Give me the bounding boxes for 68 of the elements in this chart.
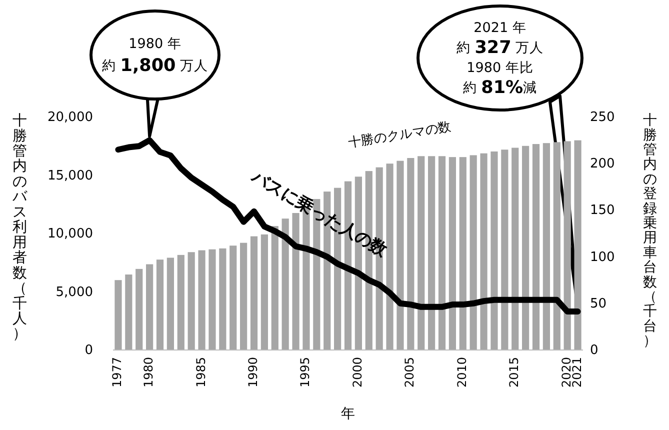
x-tick-label: 2015 [507, 357, 522, 388]
text: 十勝管内の登録乗用車台数（千台） [643, 112, 657, 350]
x-tick-label: 1990 [246, 357, 260, 388]
bar [542, 143, 550, 350]
y2-tick-label: 250 [590, 110, 615, 125]
bar [114, 280, 122, 350]
y-tick-label: 0 [84, 342, 93, 358]
y2-tick-label: 50 [590, 296, 607, 311]
bar [271, 226, 278, 350]
bar [198, 250, 206, 350]
bar [219, 248, 226, 350]
text: バスに乗った人の数 [247, 166, 392, 262]
text: 十勝のクルマの数 [347, 120, 452, 151]
x-tick-label: 1995 [298, 357, 313, 388]
text: 約 1,800 万人 [102, 56, 208, 76]
x-tick-label: 2005 [402, 357, 417, 388]
bar [240, 242, 248, 350]
bar [428, 156, 436, 350]
text: 約 81%減 [462, 78, 538, 98]
y2-tick-label: 0 [590, 342, 598, 358]
bar [136, 268, 143, 350]
bar [470, 155, 477, 350]
text: 1980 年比 [466, 60, 534, 76]
bar [250, 236, 258, 350]
bar [146, 264, 154, 350]
bar [448, 157, 456, 350]
bar [386, 164, 394, 350]
x-tick-label: 2000 [350, 357, 365, 388]
bar [208, 249, 216, 350]
text: 2021 年 [474, 20, 526, 36]
x-tick-label: 1980 [142, 357, 156, 388]
bar [512, 148, 519, 350]
bar [230, 246, 237, 350]
bar [522, 146, 530, 350]
y-tick-label: 15,000 [48, 168, 93, 183]
bar [407, 158, 414, 350]
bar [156, 260, 164, 350]
bar [166, 258, 174, 350]
x-tick-label: 2021 [570, 357, 584, 388]
bar [553, 142, 560, 350]
y-tick-label: 5,000 [56, 284, 93, 300]
y2-tick-label: 150 [590, 202, 615, 218]
y-tick-label: 20,000 [48, 110, 93, 125]
bar [480, 153, 488, 350]
bar [177, 254, 184, 350]
bar [532, 144, 540, 350]
x-axis-title: 年 [341, 406, 355, 422]
bar [418, 156, 425, 350]
bar [574, 140, 582, 350]
bar [438, 156, 446, 350]
bar [282, 218, 289, 350]
x-tick-label: 2010 [455, 357, 470, 388]
y2-tick-label: 100 [590, 249, 615, 264]
text: 十勝管内のバス利用者数（千人） [12, 113, 28, 342]
x-tick-label: 1977 [110, 357, 125, 388]
x-tick-label: 1985 [194, 357, 208, 388]
y2-tick-label: 200 [590, 156, 615, 172]
bar [490, 151, 498, 350]
text: 約 327 万人 [456, 38, 544, 58]
bar [459, 157, 466, 350]
bar [564, 141, 571, 350]
bar [125, 274, 132, 350]
y-tick-label: 10,000 [48, 226, 93, 242]
bar [188, 252, 195, 350]
bar [260, 234, 268, 350]
text: 1980 年 [128, 36, 182, 52]
bar [501, 150, 508, 350]
bar [396, 160, 404, 350]
